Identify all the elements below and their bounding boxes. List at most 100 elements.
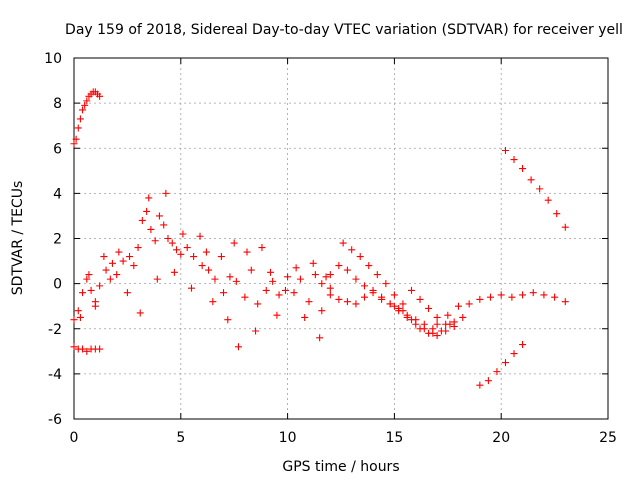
data-point xyxy=(281,286,289,294)
data-point xyxy=(91,302,99,310)
data-point xyxy=(258,244,266,252)
data-point xyxy=(403,311,411,319)
data-point xyxy=(138,216,146,224)
data-point xyxy=(134,244,142,252)
data-point xyxy=(322,273,330,281)
data-point xyxy=(267,268,275,276)
data-point xyxy=(211,275,219,283)
data-point xyxy=(551,293,559,301)
data-point xyxy=(442,327,450,335)
series-arc-13-15h-upper xyxy=(339,239,407,308)
data-point xyxy=(108,259,116,267)
chart-title: Day 159 of 2018, Sidereal Day-to-day VTE… xyxy=(65,22,623,38)
data-point xyxy=(81,101,89,109)
data-point xyxy=(399,307,407,315)
data-point xyxy=(273,311,281,319)
data-point xyxy=(454,302,462,310)
data-point xyxy=(151,237,159,245)
data-point xyxy=(187,284,195,292)
data-point xyxy=(378,293,386,301)
data-point xyxy=(561,298,569,306)
data-point xyxy=(147,225,155,233)
data-point xyxy=(106,275,114,283)
data-point xyxy=(179,230,187,238)
data-point xyxy=(74,124,82,132)
data-point xyxy=(360,282,368,290)
data-point xyxy=(416,325,424,333)
data-point xyxy=(425,304,433,312)
data-point xyxy=(459,313,467,321)
data-point xyxy=(326,271,334,279)
data-point xyxy=(284,273,292,281)
data-point xyxy=(484,377,492,385)
data-point xyxy=(83,347,91,355)
x-tick-label: 25 xyxy=(599,430,617,446)
x-tick-label: 0 xyxy=(70,430,79,446)
y-tick-label: 10 xyxy=(44,51,62,67)
y-axis-label: SDTVAR / TECUs xyxy=(10,181,26,296)
data-point xyxy=(220,289,228,297)
data-point xyxy=(540,291,548,299)
data-point xyxy=(254,300,262,308)
data-point xyxy=(390,302,398,310)
series-arc-17-23h xyxy=(433,289,569,328)
data-point xyxy=(153,275,161,283)
data-point xyxy=(553,210,561,218)
data-point xyxy=(519,165,527,173)
x-tick-label: 15 xyxy=(385,430,403,446)
series-main-cluster-spread xyxy=(76,189,330,351)
data-point xyxy=(292,264,300,272)
data-point xyxy=(79,106,87,114)
data-point xyxy=(420,320,428,328)
data-point xyxy=(352,275,360,283)
data-point xyxy=(407,316,415,324)
data-point xyxy=(335,262,343,270)
data-point xyxy=(493,368,501,376)
data-point xyxy=(102,266,110,274)
data-point xyxy=(510,156,518,164)
data-point xyxy=(96,282,104,290)
data-point xyxy=(442,320,450,328)
data-point xyxy=(369,286,377,294)
data-point xyxy=(301,313,309,321)
data-point xyxy=(309,259,317,267)
data-point xyxy=(407,286,415,294)
data-point xyxy=(168,239,176,247)
data-point xyxy=(433,320,441,328)
data-point xyxy=(390,291,398,299)
data-point xyxy=(205,266,213,274)
data-point xyxy=(126,253,134,261)
data-point xyxy=(160,221,168,229)
y-tick-label: 0 xyxy=(53,277,62,293)
data-point xyxy=(183,244,191,252)
data-point xyxy=(519,341,527,349)
y-tick-label: 4 xyxy=(53,186,62,202)
data-point xyxy=(373,271,381,279)
data-point xyxy=(529,289,537,297)
data-point xyxy=(173,246,181,254)
data-point xyxy=(352,300,360,308)
data-point xyxy=(198,262,206,270)
data-point xyxy=(527,176,535,184)
data-point xyxy=(130,262,138,270)
data-point xyxy=(395,304,403,312)
data-point xyxy=(275,291,283,299)
data-point xyxy=(87,286,95,294)
x-tick-label: 20 xyxy=(492,430,510,446)
axis-ticks xyxy=(73,57,609,420)
data-point xyxy=(501,147,509,155)
data-point xyxy=(96,92,104,100)
series-main-cluster xyxy=(70,207,334,324)
data-point xyxy=(290,289,298,297)
data-point xyxy=(85,271,93,279)
data-point xyxy=(72,135,80,143)
data-point xyxy=(243,248,251,256)
data-point xyxy=(316,334,324,342)
data-point xyxy=(318,280,326,288)
data-point xyxy=(224,316,232,324)
data-point xyxy=(497,291,505,299)
data-point xyxy=(155,212,163,220)
data-point xyxy=(96,345,104,353)
series-arc-0-1h-lower xyxy=(70,343,104,355)
